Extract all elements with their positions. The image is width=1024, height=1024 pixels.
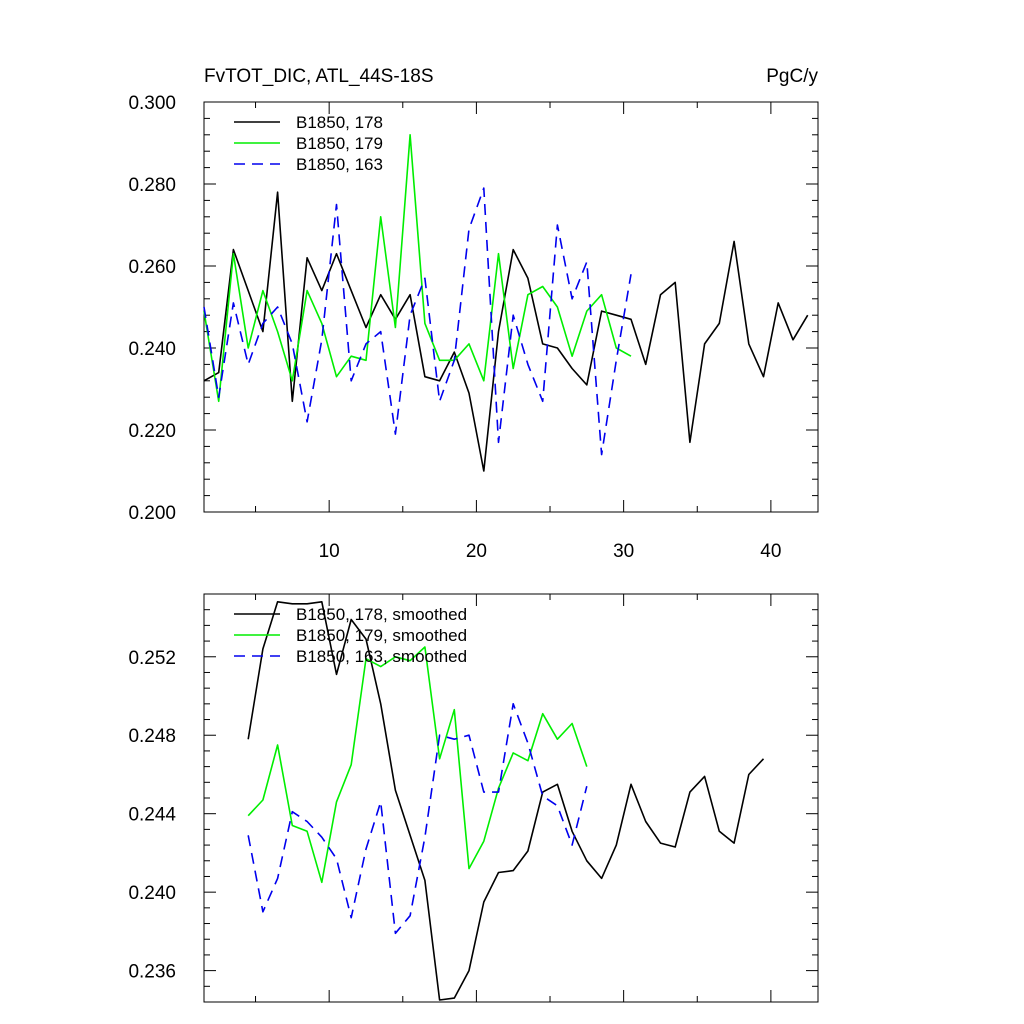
series-line <box>203 191 809 472</box>
x-tick-label: 10 <box>319 541 340 562</box>
y-tick-label: 0.244 <box>128 805 176 826</box>
legend-label: B1850, 178 <box>296 113 383 132</box>
chart-title: FvTOT_DIC, ATL_44S-18S <box>204 66 434 87</box>
units-label: PgC/y <box>766 66 818 87</box>
y-tick-label: 0.300 <box>128 93 176 114</box>
x-tick-label: 30 <box>613 541 634 562</box>
y-tick-label: 0.200 <box>128 503 176 524</box>
series-line <box>247 646 588 884</box>
y-tick-label: 0.280 <box>128 175 176 196</box>
top-panel: FvTOT_DIC, ATL_44S-18S PgC/y 10 20 30 40 0.2… <box>128 66 819 562</box>
legend-label: B1850, 178, smoothed <box>296 605 467 624</box>
y-tick-label: 0.252 <box>128 648 176 669</box>
bottom-plot-lines <box>247 600 765 1001</box>
top-legend: B1850, 178 B1850, 179 B1850, 163 <box>234 113 383 174</box>
y-tick-label: 0.240 <box>128 339 176 360</box>
bottom-panel: 0.236 0.240 0.244 0.248 0.252 B1850, 178, sm… <box>128 593 819 1003</box>
legend-label: B1850, 179, smoothed <box>296 626 467 645</box>
series-line <box>247 702 588 935</box>
legend-label: B1850, 163 <box>296 155 383 174</box>
y-tick-label: 0.240 <box>128 883 176 904</box>
y-tick-label: 0.260 <box>128 257 176 278</box>
top-plot-lines <box>203 134 809 472</box>
legend-label: B1850, 179 <box>296 134 383 153</box>
x-tick-label: 20 <box>466 541 487 562</box>
bottom-axes: 0.236 0.240 0.244 0.248 0.252 <box>128 593 819 1003</box>
bottom-legend: B1850, 178, smoothed B1850, 179, smoothed… <box>234 605 467 666</box>
series-line <box>247 600 765 1001</box>
y-tick-label: 0.236 <box>128 962 176 983</box>
legend-label: B1850, 163, smoothed <box>296 647 467 666</box>
y-tick-label: 0.248 <box>128 726 176 747</box>
series-line <box>203 187 632 456</box>
x-tick-label: 40 <box>760 541 781 562</box>
y-tick-label: 0.220 <box>128 421 176 442</box>
series-line <box>203 134 632 403</box>
top-axes: 10 20 30 40 0.200 0.220 0.240 0.260 0.280 0.300 <box>128 93 819 562</box>
